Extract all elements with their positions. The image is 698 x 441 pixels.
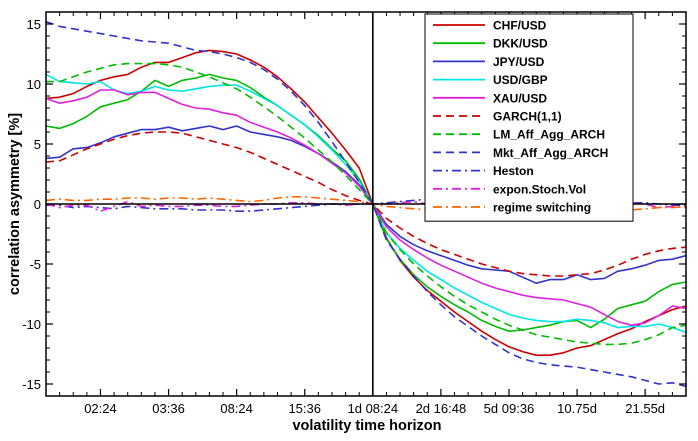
x-tick-label: 2d 16:48 [416,401,467,416]
legend-label: Heston [493,164,534,178]
axes-layer: -15 -10 -5 0 5 10 15 02:24 03:36 08:24 15:36 1d 08:… [22,11,687,416]
y-axis-title: correlation asymmetry [%] [7,113,23,295]
legend-label: expon.Stoch.Vol [493,182,586,196]
y-tick-label: -15 [22,377,41,392]
series-line-XAU/USD [45,89,687,327]
legend-label: regime switching [493,201,591,215]
x-tick-label: 5d 09:36 [484,401,535,416]
legend-label: XAU/USD [493,91,547,105]
legend: CHF/USD DKK/USD JPY/USD USD/GBP XAU/USD GARCH… [424,13,634,222]
x-tick-label: 03:36 [152,401,185,416]
y-tick-label: -10 [22,317,41,332]
y-tick-label: 15 [27,17,41,32]
series-line-USD/GBP [45,73,687,334]
x-tick-label: 15:36 [288,401,321,416]
series-line-Mkt_Aff_Agg_ARCH [45,20,687,388]
legend-label: LM_Aff_Agg_ARCH [493,128,605,142]
x-tick-label: 10.75d [557,401,597,416]
x-tick-label: 1d 08:24 [348,401,399,416]
x-tick-label: 02:24 [84,401,117,416]
x-tick-label: 21.55d [625,401,665,416]
legend-label: DKK/USD [493,37,548,51]
series-line-LM_Aff_Agg_ARCH [46,62,687,346]
legend-label: Mkt_Aff_Agg_ARCH [493,146,608,160]
series-line-GARCH(1,1) [45,131,687,277]
y-tick-label: 0 [34,197,41,212]
legend-label: USD/GBP [493,73,548,87]
legend-box [424,13,634,222]
legend-label: GARCH(1,1) [493,110,562,124]
x-axis-title: volatility time horizon [292,418,441,434]
y-tick-label: 5 [34,137,41,152]
legend-label: JPY/USD [493,55,545,69]
x-tick-label: 08:24 [220,401,253,416]
legend-label: CHF/USD [493,19,547,33]
y-tick-label: -5 [29,257,41,272]
y-tick-label: 10 [27,77,41,92]
